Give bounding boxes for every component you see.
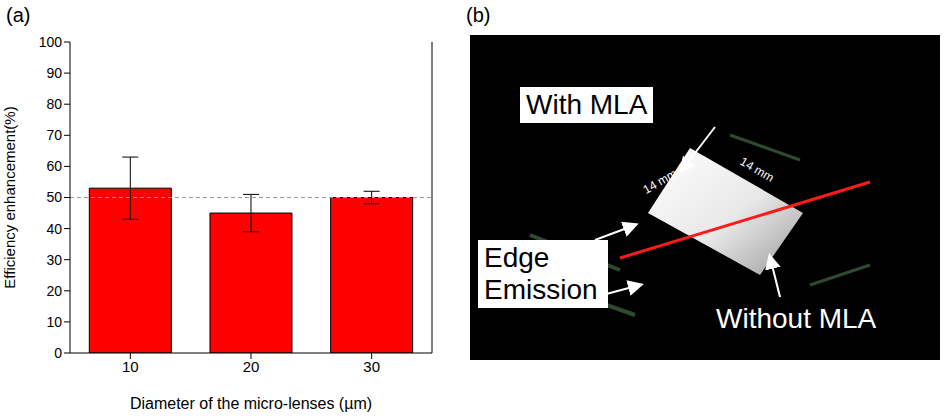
svg-text:70: 70 [46, 127, 62, 143]
html-text:Without MLA: Without MLA [716, 303, 877, 334]
svg-text:10: 10 [46, 314, 62, 330]
svg-text:40: 40 [46, 221, 62, 237]
svg-text:20: 20 [243, 358, 260, 375]
html-text:(a): (a) [6, 4, 31, 26]
svg-text:60: 60 [46, 158, 62, 174]
svg-text:0: 0 [54, 345, 62, 361]
svg-text:50: 50 [46, 189, 62, 205]
html-text:Edge Emission: Edge Emission [484, 242, 598, 305]
svg-text:100: 100 [39, 34, 63, 50]
svg-text:14 mm: 14 mm [738, 154, 777, 184]
svg-text:30: 30 [363, 358, 380, 375]
html-text:(b): (b) [466, 4, 491, 26]
svg-text:80: 80 [46, 96, 62, 112]
svg-text:10: 10 [122, 358, 139, 375]
svg-text:90: 90 [46, 65, 62, 81]
svg-text:Diameter of the micro-lenses (: Diameter of the micro-lenses (µm) [130, 395, 372, 412]
svg-text:14 mm: 14 mm [641, 166, 680, 196]
html-text:With MLA: With MLA [526, 89, 648, 120]
svg-text:20: 20 [46, 283, 62, 299]
svg-text:30: 30 [46, 252, 62, 268]
svg-text:Efficiency enhancement(%): Efficiency enhancement(%) [1, 106, 18, 288]
